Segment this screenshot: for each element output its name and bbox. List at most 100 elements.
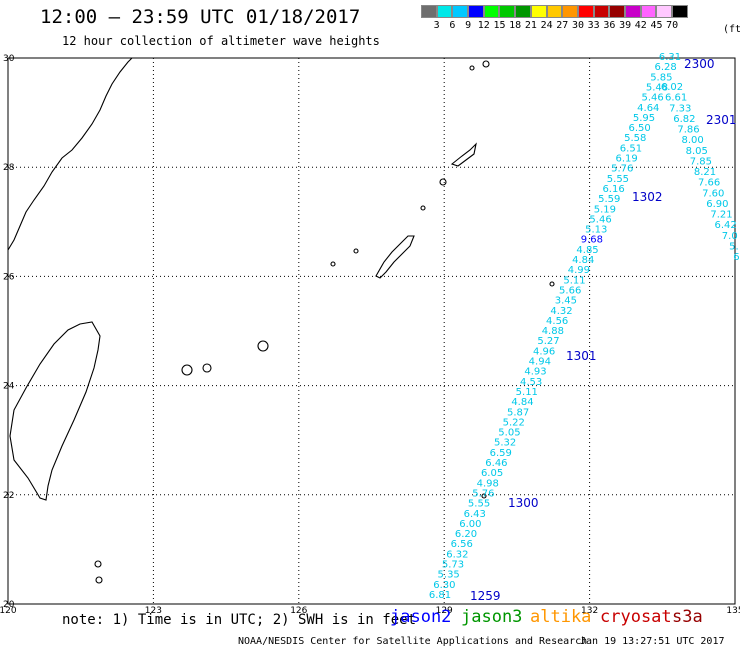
legend-swatch — [421, 5, 437, 18]
small-island — [95, 576, 103, 584]
wave-height-value: 4.53 — [520, 377, 542, 388]
wave-height-value: 6.59 — [490, 448, 512, 459]
wave-height-value: 5.46 — [589, 214, 611, 225]
wave-height-value: 5.32 — [494, 438, 516, 449]
wave-height-value: 6.82 — [673, 114, 695, 125]
legend-label: 45 — [650, 20, 663, 31]
generation-timestamp: Jan 19 13:27:51 UTC 2017 — [580, 636, 725, 647]
legend-swatch — [452, 5, 469, 18]
wave-height-value: 5.22 — [503, 417, 525, 428]
wave-height-value: 6.28 — [655, 62, 677, 73]
legend-swatch — [436, 5, 453, 18]
wave-height-value: 5.55 — [468, 499, 490, 510]
small-island — [549, 281, 555, 287]
footer-note: note: 1) Time is in UTC; 2) SWH is in fe… — [62, 612, 417, 628]
wave-height-value: 6.16 — [602, 184, 624, 195]
small-island — [330, 261, 336, 267]
pass-time-label: 2300 — [684, 57, 715, 71]
map-frame — [7, 57, 736, 605]
satellite-altika: altika — [530, 607, 592, 627]
legend-swatch — [530, 5, 547, 18]
map-subtitle: 12 hour collection of altimeter wave hei… — [62, 34, 380, 48]
wave-height-value: 4.98 — [477, 478, 499, 489]
wave-height-value: 4.84 — [572, 255, 594, 266]
taiwan-coastline — [9, 321, 101, 501]
wave-height-value: 4.88 — [542, 326, 564, 337]
wave-height-value: 6.61 — [665, 93, 687, 104]
wave-height-value: 5.35 — [438, 570, 460, 581]
wave-height-value: 6. — [733, 252, 740, 263]
legend-swatch — [656, 5, 672, 18]
wave-height-value: 5.19 — [594, 204, 616, 215]
legend-swatch — [562, 5, 578, 18]
wave-height-value: 5.58 — [624, 133, 646, 144]
wave-height-value: 8.05 — [686, 146, 708, 157]
wave-height-value: 6.90 — [706, 199, 728, 210]
latitude-label: 28 — [3, 163, 15, 173]
legend-swatch — [546, 5, 563, 18]
wave-height-value: 5.11 — [563, 275, 585, 286]
wave-height-value: 7.66 — [698, 178, 720, 189]
small-island — [439, 178, 447, 186]
pass-time-label: 1301 — [566, 349, 597, 363]
wave-height-value: 4.85 — [576, 245, 598, 256]
legend-label: 30 — [571, 20, 585, 31]
wave-height-value: 6.81 — [429, 590, 451, 601]
wave-height-value: 5.27 — [537, 336, 559, 347]
legend-label: 9 — [465, 20, 472, 31]
small-island — [420, 205, 426, 211]
legend-label: 42 — [634, 20, 647, 31]
longitude-label: 132 — [581, 606, 598, 616]
pass-time-label: 1300 — [508, 496, 539, 510]
longitude-label: 129 — [436, 606, 453, 616]
legend-swatch — [672, 5, 688, 18]
latitude-label: 22 — [3, 491, 14, 501]
legend-label: 12 — [477, 20, 490, 31]
wave-height-value: 7.21 — [710, 210, 732, 221]
longitude-label: 135 — [726, 606, 740, 616]
wave-height-value: 6.19 — [615, 154, 637, 165]
wave-height-value: 6.31 — [659, 52, 681, 63]
satellite-cryosat: cryosat — [600, 607, 672, 627]
wave-height-value: 6.43 — [464, 509, 486, 520]
okinawa-coastline — [375, 235, 415, 279]
longitude-label: 120 — [0, 606, 17, 616]
wave-height-value: 7.85 — [690, 156, 712, 167]
wave-height-value: 6.32 — [446, 549, 468, 560]
wave-height-value: 7.60 — [702, 188, 724, 199]
latitude-label: 26 — [3, 272, 15, 282]
wave-height-value: 6.56 — [451, 539, 473, 550]
wave-height-value: 5. — [729, 241, 739, 252]
wave-height-value: 6.50 — [628, 123, 650, 134]
wave-height-value: 6.46 — [485, 458, 507, 469]
amami-coastline — [450, 142, 477, 167]
legend-label: 15 — [493, 20, 506, 31]
wave-height-value: 4.94 — [529, 357, 551, 368]
small-island — [202, 363, 212, 373]
wave-height-value: 5.85 — [650, 72, 672, 83]
legend-labels: 3 6 9 12 15 18 21 24 27 30 33 36 39 42 45 70 — [421, 18, 688, 32]
small-island — [482, 60, 490, 68]
satellite-jason2: jason2 — [390, 607, 452, 627]
wave-height-value: 4.32 — [550, 306, 572, 317]
legend-label: 70 — [666, 20, 679, 31]
wave-height-value: 4.64 — [637, 103, 659, 114]
wave-height-value: 4.56 — [546, 316, 568, 327]
wave-height-value: 6.42 — [714, 220, 736, 231]
legend-label: 27 — [556, 20, 569, 31]
legend-unit: (ft) — [723, 24, 740, 35]
wave-height-value: 5.76 — [611, 164, 633, 175]
legend-label: 36 — [603, 20, 616, 31]
longitude-label: 123 — [145, 606, 162, 616]
small-island — [353, 248, 359, 254]
legend-swatch — [593, 5, 610, 18]
wave-height-value: 5.95 — [633, 113, 655, 124]
legend-label: 18 — [509, 20, 522, 31]
legend-swatch — [577, 5, 594, 18]
wave-height-value: 6.02 — [661, 82, 683, 93]
wave-height-value: 5.46 — [642, 93, 664, 104]
legend-swatch — [499, 5, 516, 18]
wave-height-value: 5.87 — [507, 407, 529, 418]
satellite-s3a: s3a — [672, 607, 703, 627]
legend-label: 39 — [619, 20, 632, 31]
